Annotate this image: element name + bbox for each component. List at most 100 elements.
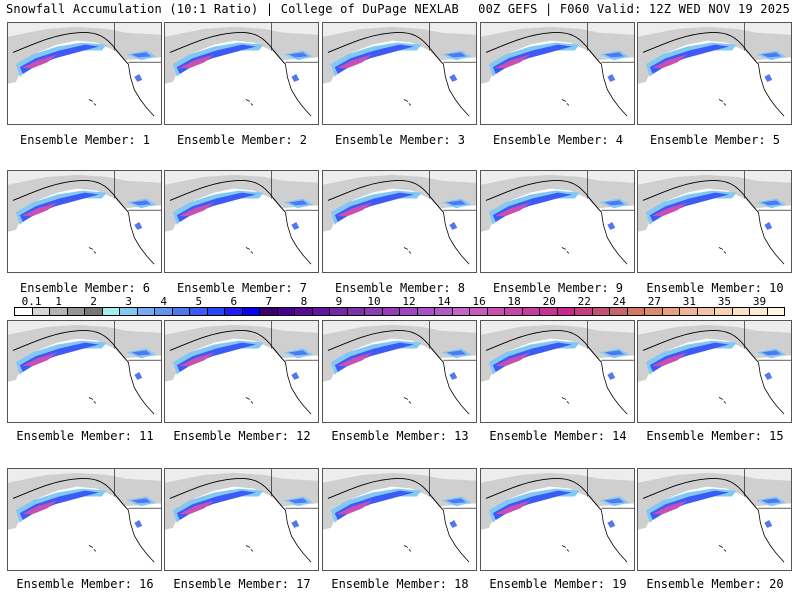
snow-swath-magenta xyxy=(651,352,688,367)
snow-patch-east-blue xyxy=(446,200,467,206)
coastline-alaska xyxy=(327,477,444,511)
land-snow-gray xyxy=(638,171,791,232)
snow-swath-blue xyxy=(334,192,414,222)
coastline-west-coast xyxy=(758,510,785,563)
colorbar-swatch xyxy=(697,308,715,315)
coastline-alaska xyxy=(327,329,444,363)
ensemble-member-label: Ensemble Member: 4 xyxy=(492,133,624,147)
coastline-west-coast xyxy=(443,64,470,117)
colorbar-tick-label: 7 xyxy=(265,295,273,308)
hawaii-islands xyxy=(718,247,727,254)
ensemble-member-label: Ensemble Member: 12 xyxy=(173,429,311,443)
colorbar-swatch xyxy=(365,308,383,315)
coastline-west-coast xyxy=(128,212,155,265)
ensemble-member-map xyxy=(7,320,162,423)
western-us-snow xyxy=(607,371,616,380)
land-snow-gray xyxy=(481,171,634,232)
coastline-alaska xyxy=(169,477,286,511)
colorbar-tick-label: 39 xyxy=(752,295,767,308)
hawaii-islands xyxy=(245,247,254,254)
hawaii-islands xyxy=(403,545,412,552)
land-snow-gray xyxy=(8,321,161,382)
coastline-alaska xyxy=(12,31,129,65)
coastline-alaska xyxy=(642,31,759,65)
ensemble-member-map xyxy=(322,320,477,423)
coastline-alaska xyxy=(642,329,759,363)
ensemble-member-label: Ensemble Member: 3 xyxy=(334,133,466,147)
snow-patch-east-blue xyxy=(131,200,152,206)
land-snow-gray xyxy=(323,321,476,382)
land-light xyxy=(638,23,791,37)
hawaii-islands xyxy=(88,247,97,254)
snow-swath-magenta xyxy=(21,54,58,69)
western-us-snow xyxy=(134,371,143,380)
hawaii-islands xyxy=(718,397,727,404)
colorbar-tick-label: 27 xyxy=(647,295,661,308)
colorbar-swatch xyxy=(487,308,505,315)
land-light xyxy=(481,321,634,335)
colorbar-swatch xyxy=(207,308,225,315)
western-us-snow xyxy=(449,221,458,230)
coastline-alaska xyxy=(12,329,129,363)
land-light xyxy=(323,469,476,483)
snow-swath-blue xyxy=(334,44,414,74)
ensemble-member-label: Ensemble Member: 7 xyxy=(176,281,308,295)
snow-swath-blue xyxy=(19,44,99,74)
coastline-west-coast xyxy=(285,212,312,265)
colorbar-swatch xyxy=(15,308,33,315)
snow-patch-east-blue xyxy=(131,52,152,58)
land-snow-gray xyxy=(8,469,161,530)
colorbar-swatch xyxy=(452,308,470,315)
colorbar-swatch xyxy=(225,308,243,315)
ensemble-member-label: Ensemble Member: 9 xyxy=(492,281,624,295)
ensemble-member-label: Ensemble Member: 20 xyxy=(646,577,784,591)
land-snow-gray xyxy=(165,23,318,84)
coastline-west-coast xyxy=(285,510,312,563)
hawaii-islands xyxy=(88,99,97,106)
coastline-west-coast xyxy=(601,64,628,117)
coastline-west-coast xyxy=(128,362,155,415)
western-us-snow xyxy=(134,73,143,82)
coastline-west-coast xyxy=(443,510,470,563)
snow-swath-magenta xyxy=(178,500,215,515)
hawaii-islands xyxy=(561,545,570,552)
snow-swath-magenta xyxy=(336,352,373,367)
western-us-snow xyxy=(607,221,616,230)
colorbar-tick-label: 4 xyxy=(160,295,168,308)
snow-swath-blue xyxy=(176,490,256,520)
ensemble-member-label: Ensemble Member: 17 xyxy=(173,577,311,591)
land-snow-gray xyxy=(8,171,161,232)
colorbar-tick-label: 31 xyxy=(682,295,696,308)
hawaii-islands xyxy=(245,99,254,106)
colorbar-swatch xyxy=(242,308,260,315)
colorbar-swatch xyxy=(155,308,173,315)
snow-swath-blue xyxy=(19,192,99,222)
snow-patch-east-blue xyxy=(288,200,309,206)
coastline-west-coast xyxy=(285,64,312,117)
colorbar-tick-label: 6 xyxy=(230,295,238,308)
ensemble-member-map xyxy=(164,22,319,125)
ensemble-member-label: Ensemble Member: 6 xyxy=(19,281,151,295)
coastline-alaska xyxy=(485,31,602,65)
colorbar-swatch xyxy=(540,308,558,315)
hawaii-islands xyxy=(561,397,570,404)
snow-swath-blue xyxy=(176,342,256,372)
snow-swath-magenta xyxy=(21,500,58,515)
land-light xyxy=(165,321,318,335)
colorbar-swatch xyxy=(295,308,313,315)
snow-patch-east-blue xyxy=(446,498,467,504)
western-us-snow xyxy=(291,221,300,230)
colorbar-swatch xyxy=(680,308,698,315)
land-light xyxy=(8,321,161,335)
snow-swath-magenta xyxy=(494,202,531,217)
colorbar-swatch xyxy=(67,308,85,315)
hawaii-islands xyxy=(245,545,254,552)
land-snow-gray xyxy=(481,321,634,382)
land-snow-gray xyxy=(638,321,791,382)
snow-patch-east-blue xyxy=(761,52,782,58)
colorbar-swatch xyxy=(102,308,120,315)
western-us-snow xyxy=(291,519,300,528)
land-light xyxy=(638,321,791,335)
snow-swath-magenta xyxy=(178,202,215,217)
colorbar-swatch xyxy=(470,308,488,315)
